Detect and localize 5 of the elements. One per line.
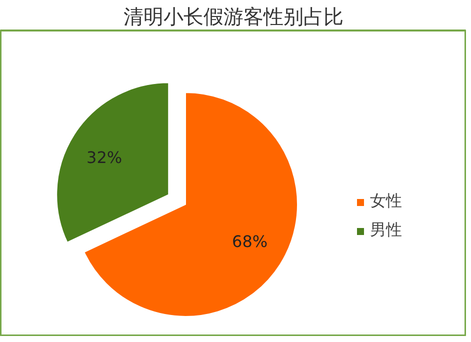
legend-label: 女性 [370, 191, 402, 212]
chart-title: 清明小长假游客性别占比 [124, 4, 344, 28]
data-label: 32% [86, 148, 122, 168]
data-label: 68% [232, 232, 268, 252]
legend-label: 男性 [370, 220, 402, 241]
